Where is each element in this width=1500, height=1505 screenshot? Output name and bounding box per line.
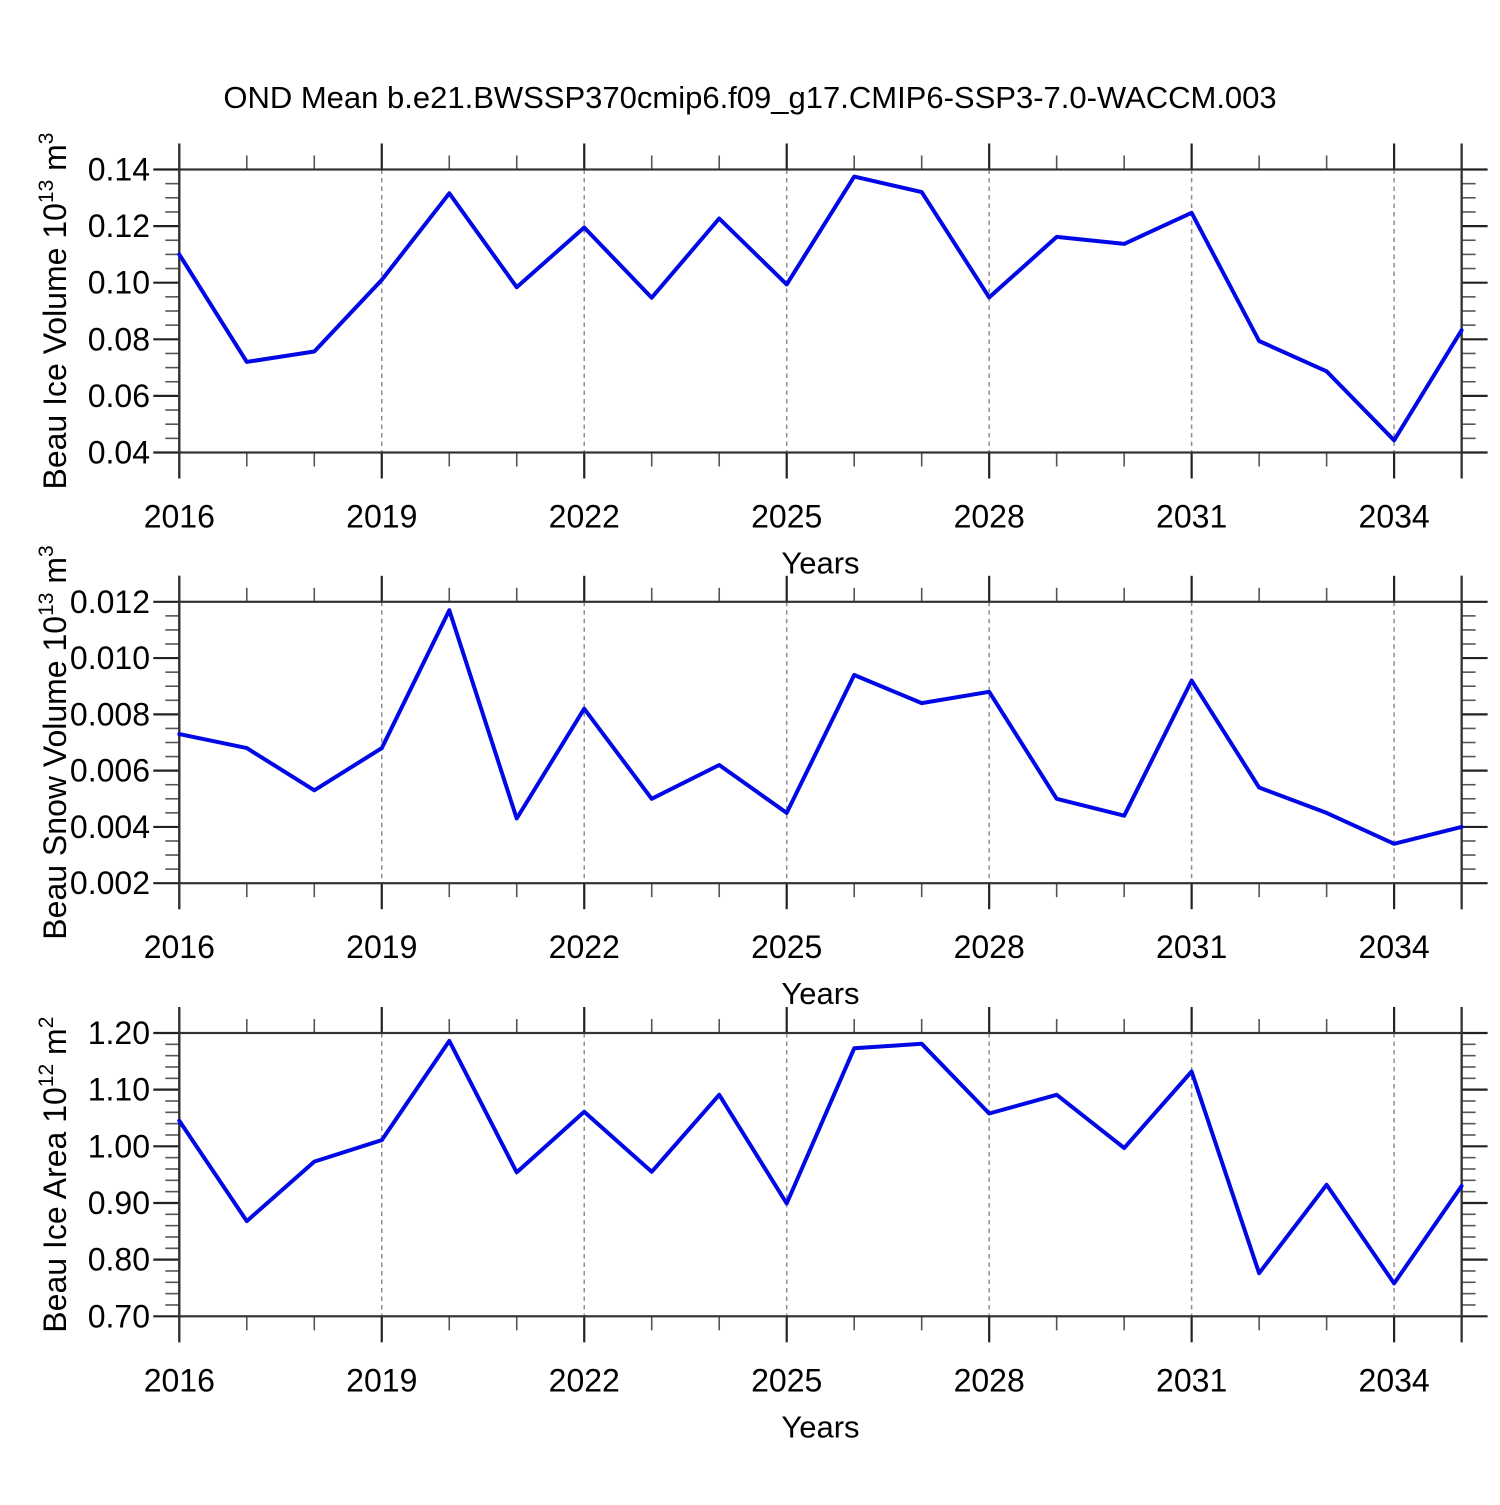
- x-tick-label: 2025: [751, 1362, 822, 1398]
- x-axis-title: Years: [781, 1409, 859, 1444]
- y-tick-label: 0.012: [70, 584, 150, 620]
- x-tick-label: 2022: [549, 499, 620, 535]
- y-tick-label: 0.004: [70, 809, 150, 845]
- x-tick-label: 2034: [1359, 1362, 1430, 1398]
- x-tick-label: 2028: [954, 499, 1025, 535]
- y-tick-label: 0.70: [88, 1298, 150, 1334]
- x-tick-label: 2031: [1156, 929, 1227, 965]
- y-tick-label: 0.010: [70, 640, 150, 676]
- y-tick-label: 1.20: [88, 1015, 150, 1051]
- figure-title: OND Mean b.e21.BWSSP370cmip6.f09_g17.CMI…: [223, 80, 1276, 115]
- plot-frame: [178, 168, 1463, 454]
- x-tick-label: 2025: [751, 499, 822, 535]
- y-tick-label: 0.10: [88, 265, 150, 301]
- y-axis-title: Beau Ice Area 1012 m2: [35, 1017, 73, 1333]
- y-tick-label: 1.10: [88, 1072, 150, 1108]
- y-tick-label: 1.00: [88, 1128, 150, 1164]
- chart-ice-volume: 0.14 0.12 0.10 0.08 0.06 0.04 2016 2019 2022 2025…: [35, 132, 1488, 581]
- chart-ice-area: 1.20 1.10 1.00 0.90 0.80 0.70 2016 2019 2022 2025…: [35, 1007, 1488, 1444]
- y-tick-label: 0.002: [70, 865, 150, 901]
- x-tick-label: 2034: [1359, 929, 1430, 965]
- x-tick-label: 2028: [954, 1362, 1025, 1398]
- x-axis-title: Years: [781, 976, 859, 1011]
- y-tick-label: 0.12: [88, 208, 150, 244]
- y-tick-label: 0.80: [88, 1242, 150, 1278]
- plot-frame: [178, 1031, 1463, 1318]
- x-tick-label: 2022: [549, 1362, 620, 1398]
- x-tick-label: 2025: [751, 929, 822, 965]
- y-tick-label: 0.14: [88, 152, 150, 188]
- x-tick-label: 2016: [144, 1362, 215, 1398]
- ice-volume-line: [177, 174, 1464, 443]
- y-axis-title: Beau Ice Volume 1013 m3: [35, 132, 73, 489]
- x-tick-label: 2016: [144, 929, 215, 965]
- snow-volume-line: [177, 608, 1464, 846]
- ice-area-line: [177, 1038, 1464, 1286]
- y-tick-label: 0.08: [88, 321, 150, 357]
- x-tick-label: 2019: [346, 499, 417, 535]
- y-tick-label: 0.04: [88, 435, 150, 471]
- x-tick-label: 2031: [1156, 499, 1227, 535]
- chart-snow-volume: 0.012 0.010 0.008 0.006 0.004 0.002 2016 2019 20…: [35, 545, 1488, 1011]
- x-tick-label: 2019: [346, 1362, 417, 1398]
- x-tick-label: 2016: [144, 499, 215, 535]
- x-tick-label: 2028: [954, 929, 1025, 965]
- x-tick-label: 2034: [1359, 499, 1430, 535]
- y-tick-label: 0.006: [70, 753, 150, 789]
- x-tick-label: 2022: [549, 929, 620, 965]
- x-tick-label: 2031: [1156, 1362, 1227, 1398]
- y-tick-label: 0.06: [88, 378, 150, 414]
- y-axis-title: Beau Snow Volume 1013 m3: [35, 545, 73, 939]
- x-axis-title: Years: [781, 546, 859, 581]
- y-tick-label: 0.90: [88, 1185, 150, 1221]
- x-tick-label: 2019: [346, 929, 417, 965]
- y-tick-label: 0.008: [70, 696, 150, 732]
